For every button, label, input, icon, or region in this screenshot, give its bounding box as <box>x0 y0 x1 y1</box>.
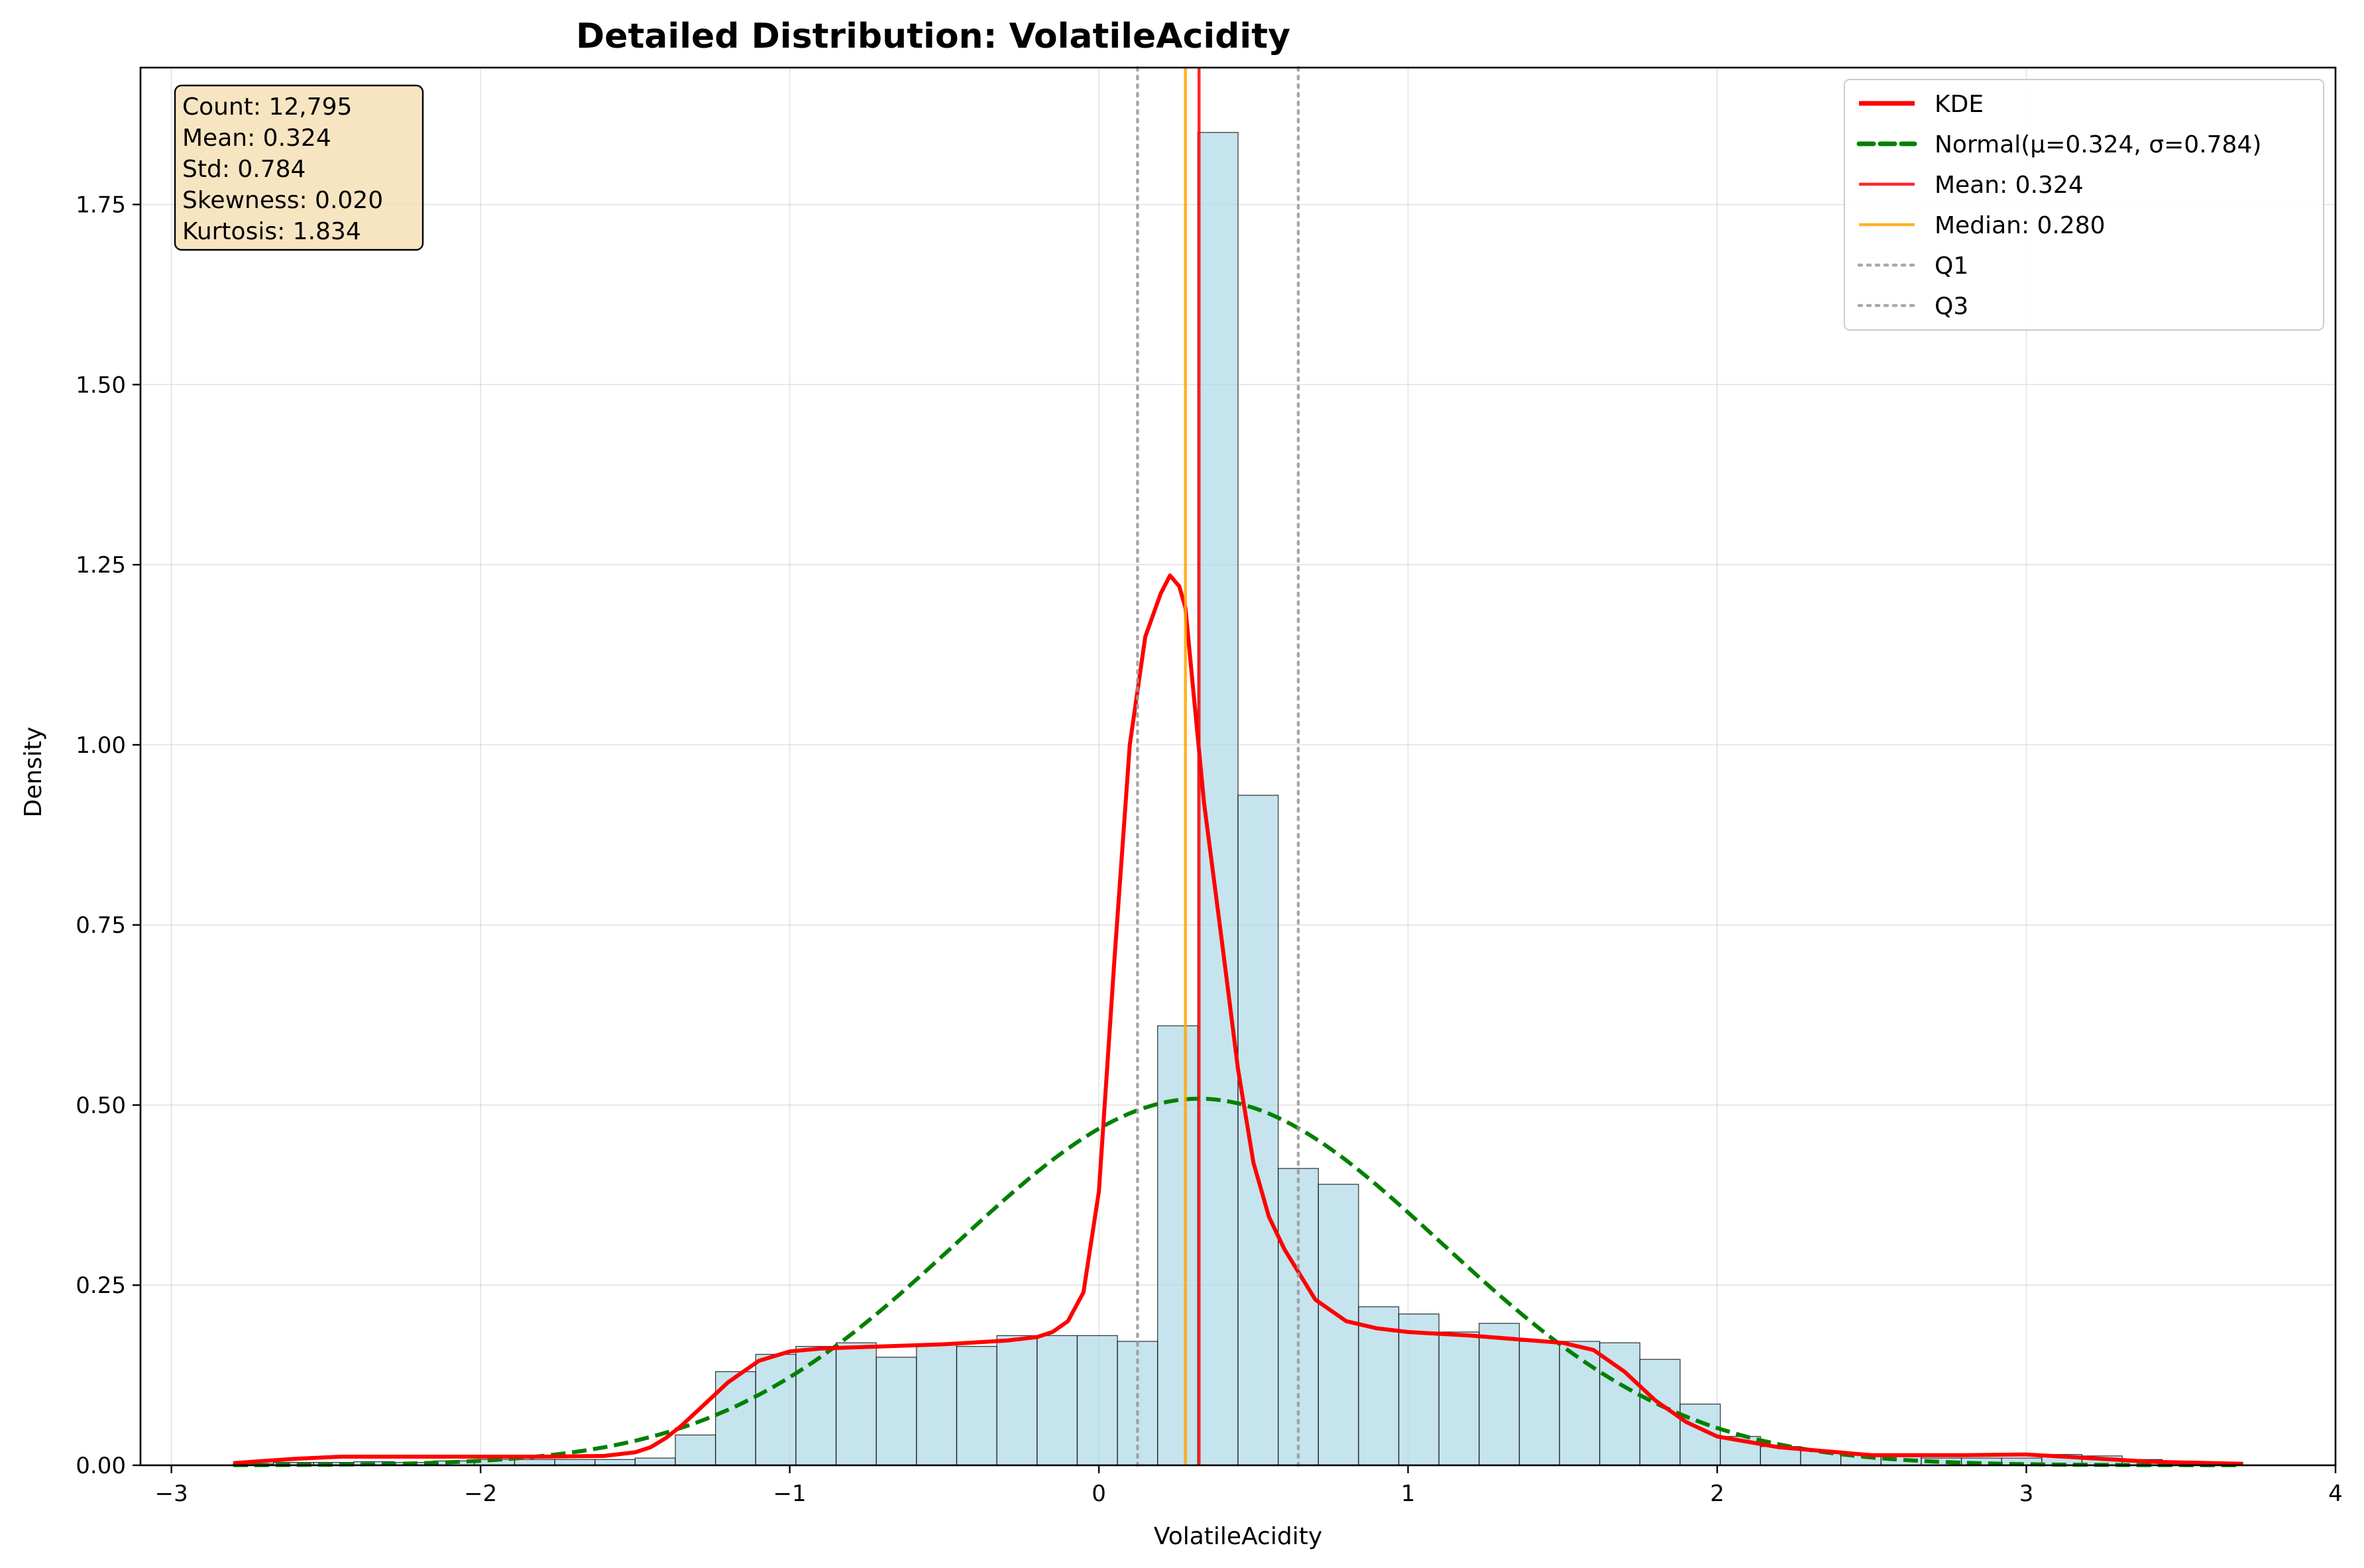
axis-ticks: −3 −2 −1 0 1 2 3 4 0.00 0.25 0.50 0.75 1.00 1.25 1.50 1… <box>76 192 2343 1507</box>
x-tick-label: −2 <box>464 1481 497 1507</box>
y-axis-label: Density <box>20 727 47 818</box>
stats-box: Count: 12,795 Mean: 0.324 Std: 0.784 Skewne… <box>174 84 424 251</box>
histogram-bar <box>1037 1335 1078 1466</box>
y-tick-label: 1.00 <box>76 732 126 759</box>
stats-line: Skewness: 0.020 <box>182 187 383 214</box>
x-tick-label: 2 <box>1710 1481 1724 1507</box>
histogram-bar <box>956 1345 997 1466</box>
x-tick-label: 4 <box>2328 1481 2343 1507</box>
histogram-bar <box>634 1457 676 1466</box>
histogram-bars <box>233 132 2243 1466</box>
y-tick-label: 0.75 <box>76 913 126 939</box>
stats-line: Std: 0.784 <box>182 156 306 183</box>
x-tick-label: −3 <box>155 1481 188 1507</box>
legend-label: KDE <box>1935 91 1984 118</box>
histogram-bar <box>1157 1025 1199 1466</box>
y-tick-label: 1.50 <box>76 372 126 398</box>
histogram-bar <box>755 1353 797 1466</box>
stats-line: Mean: 0.324 <box>182 125 331 152</box>
x-tick-label: 1 <box>1401 1481 1416 1507</box>
normal-fit-curve <box>233 1096 2243 1467</box>
legend-frame <box>1844 79 2324 331</box>
chart-title: Detailed Distribution: VolatileAcidity <box>576 17 1290 56</box>
stats-line: Count: 12,795 <box>182 93 352 121</box>
histogram-bar <box>554 1459 596 1466</box>
histogram-bar <box>1398 1314 1439 1466</box>
y-tick-label: 0.25 <box>76 1272 126 1299</box>
plot-frame <box>139 66 2337 1467</box>
kde-curve <box>233 573 2243 1466</box>
histogram-bar <box>514 1459 555 1466</box>
legend-label: Mean: 0.324 <box>1935 172 2084 199</box>
x-tick-label: −1 <box>773 1481 807 1507</box>
histogram-bar <box>675 1434 716 1466</box>
x-tick-label: 3 <box>2019 1481 2034 1507</box>
legend-label: Q1 <box>1935 252 1968 280</box>
reference-lines <box>1136 66 1300 1467</box>
histogram-bar <box>594 1459 636 1466</box>
histogram-bar <box>1438 1331 1480 1466</box>
x-tick-label: 0 <box>1092 1481 1106 1507</box>
x-axis-label: VolatileAcidity <box>1154 1523 1322 1550</box>
histogram-bar <box>1479 1323 1520 1466</box>
stats-box-background <box>174 84 424 251</box>
legend-label: Q3 <box>1935 293 1968 320</box>
histogram-bar <box>1076 1335 1118 1466</box>
histogram-bar <box>1358 1306 1400 1466</box>
legend: KDE Normal(μ=0.324, σ=0.784) Mean: 0.324 Me… <box>1844 79 2324 331</box>
histogram-bar <box>1318 1184 1359 1466</box>
y-tick-label: 1.25 <box>76 552 126 579</box>
histogram-bar <box>1559 1341 1601 1466</box>
legend-label: Median: 0.280 <box>1935 212 2106 239</box>
y-tick-label: 0.50 <box>76 1092 126 1119</box>
y-tick-label: 0.00 <box>76 1453 126 1479</box>
histogram-bar <box>835 1342 877 1466</box>
histogram-bar <box>916 1343 958 1466</box>
y-tick-label: 1.75 <box>76 192 126 219</box>
histogram-bar <box>1599 1342 1641 1466</box>
histogram-bar <box>996 1335 1038 1466</box>
histogram-bar <box>795 1345 837 1466</box>
curves <box>233 573 2243 1467</box>
histogram-bar <box>1237 795 1279 1466</box>
histogram-bar <box>1518 1341 1560 1466</box>
legend-label: Normal(μ=0.324, σ=0.784) <box>1935 131 2261 158</box>
stats-line: Kurtosis: 1.834 <box>182 218 361 245</box>
histogram-bar <box>875 1357 917 1466</box>
